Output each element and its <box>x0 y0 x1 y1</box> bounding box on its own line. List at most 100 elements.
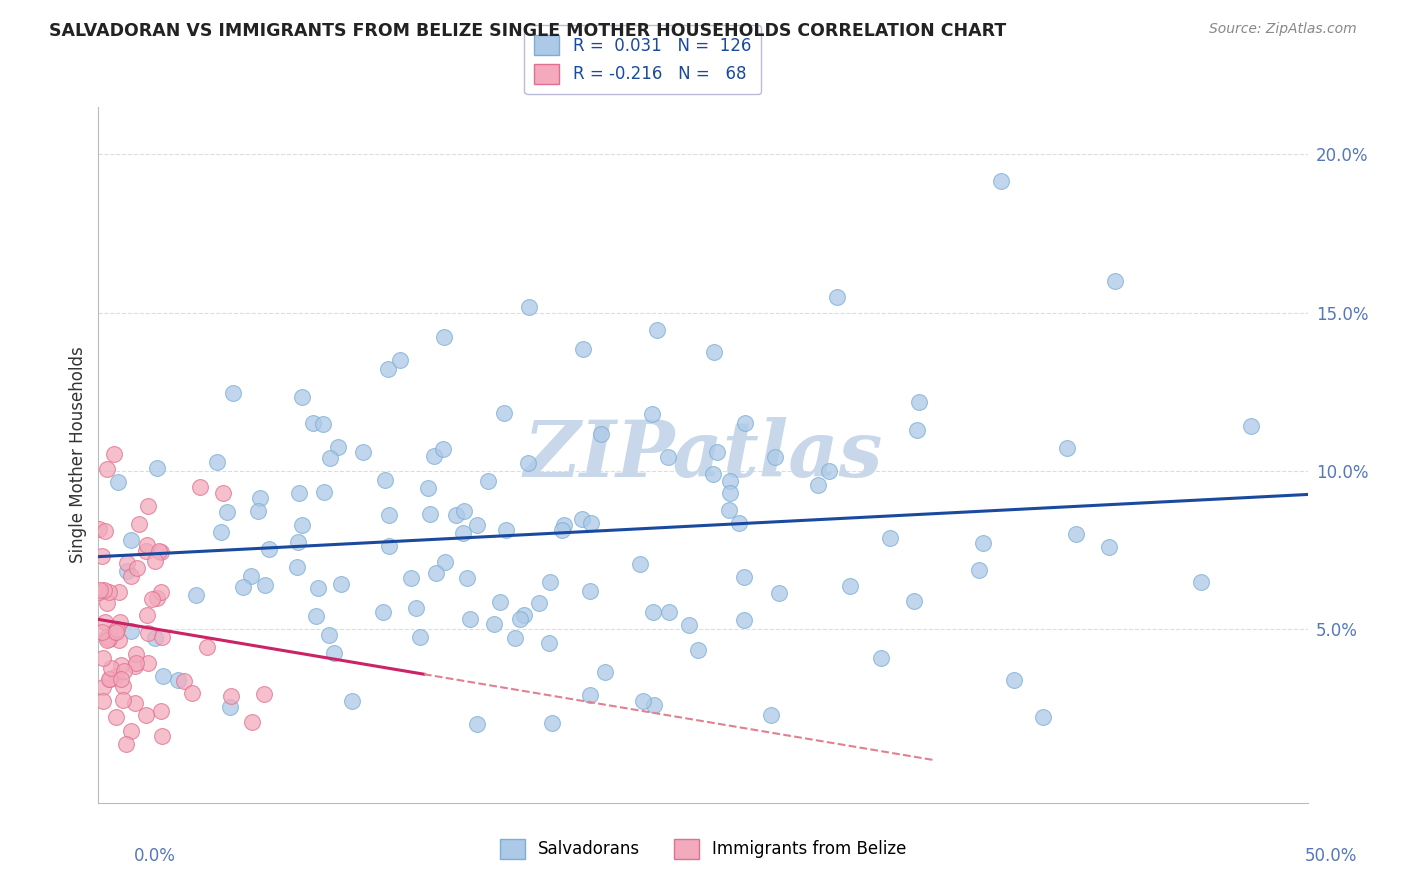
Point <box>465 518 488 533</box>
Point <box>96 633 118 648</box>
Point <box>128 517 150 532</box>
Point <box>93 524 115 539</box>
Point <box>433 555 456 569</box>
Point <box>136 657 159 671</box>
Point <box>990 173 1012 187</box>
Point <box>212 486 235 500</box>
Point <box>419 507 441 521</box>
Point <box>93 583 115 598</box>
Point <box>734 416 756 430</box>
Point <box>503 631 526 645</box>
Point <box>105 669 128 683</box>
Legend: Salvadorans, Immigrants from Belize: Salvadorans, Immigrants from Belize <box>494 832 912 866</box>
Point <box>111 679 134 693</box>
Point <box>825 290 848 304</box>
Point <box>839 579 862 593</box>
Point <box>166 673 188 687</box>
Point <box>484 617 506 632</box>
Point <box>257 542 280 557</box>
Point <box>509 612 531 626</box>
Point <box>373 473 395 487</box>
Point <box>352 445 374 459</box>
Point <box>115 737 138 751</box>
Point <box>322 646 344 660</box>
Point <box>908 395 931 409</box>
Point <box>173 673 195 688</box>
Point <box>1002 673 1025 687</box>
Point <box>305 609 328 624</box>
Point <box>718 486 741 500</box>
Point <box>678 618 700 632</box>
Point <box>378 508 401 522</box>
Point <box>222 385 245 400</box>
Point <box>633 694 655 708</box>
Point <box>110 658 132 673</box>
Point <box>1098 540 1121 554</box>
Point <box>143 554 166 568</box>
Point <box>186 588 208 602</box>
Point <box>540 716 562 731</box>
Point <box>409 630 432 644</box>
Point <box>125 656 148 670</box>
Point <box>516 456 538 470</box>
Point <box>388 353 411 368</box>
Point <box>127 560 149 574</box>
Point <box>422 450 444 464</box>
Point <box>453 503 475 517</box>
Point <box>688 643 710 657</box>
Point <box>136 607 159 622</box>
Point <box>120 569 142 583</box>
Point <box>373 605 395 619</box>
Point <box>903 594 925 608</box>
Text: ZIPatlas: ZIPatlas <box>523 417 883 493</box>
Point <box>879 531 901 545</box>
Point <box>733 570 755 584</box>
Point <box>628 557 651 571</box>
Point <box>658 605 681 619</box>
Point <box>148 544 170 558</box>
Point <box>312 417 335 432</box>
Point <box>425 566 447 581</box>
Point <box>326 440 349 454</box>
Point <box>96 462 118 476</box>
Point <box>640 407 662 421</box>
Point <box>513 608 536 623</box>
Point <box>1189 574 1212 589</box>
Point <box>456 571 478 585</box>
Point <box>98 673 121 687</box>
Point <box>645 323 668 337</box>
Point <box>152 630 174 644</box>
Point <box>489 595 512 609</box>
Point <box>458 612 481 626</box>
Point <box>104 710 127 724</box>
Point <box>285 559 308 574</box>
Point <box>219 699 242 714</box>
Point <box>240 715 263 730</box>
Point <box>314 485 336 500</box>
Point <box>94 615 117 629</box>
Point <box>718 503 741 517</box>
Point <box>105 624 128 639</box>
Point <box>205 455 228 469</box>
Point <box>120 624 142 639</box>
Point <box>240 568 263 582</box>
Point <box>124 659 146 673</box>
Point <box>969 563 991 577</box>
Point <box>100 661 122 675</box>
Point <box>195 640 218 655</box>
Point <box>125 647 148 661</box>
Point <box>1066 527 1088 541</box>
Point <box>703 345 725 359</box>
Text: 0.0%: 0.0% <box>134 847 176 865</box>
Point <box>146 591 169 605</box>
Point <box>87 522 110 536</box>
Point <box>527 596 550 610</box>
Point <box>253 687 276 701</box>
Point <box>1032 710 1054 724</box>
Text: Source: ZipAtlas.com: Source: ZipAtlas.com <box>1209 22 1357 37</box>
Point <box>105 622 128 636</box>
Text: 50.0%: 50.0% <box>1305 847 1357 865</box>
Point <box>763 450 786 464</box>
Point <box>807 477 830 491</box>
Point <box>117 556 139 570</box>
